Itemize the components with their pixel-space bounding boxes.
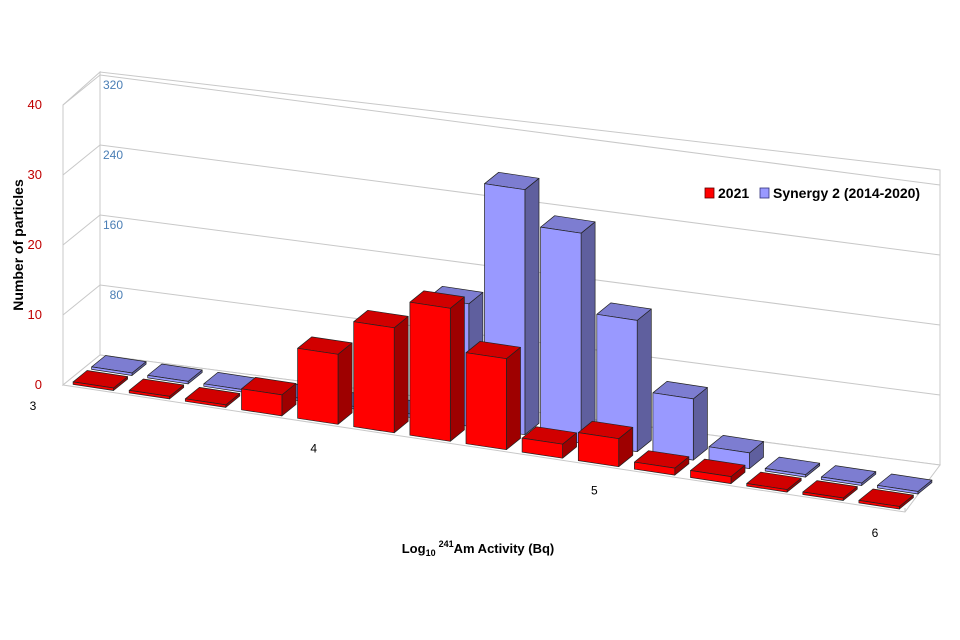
bar-2021-front	[634, 461, 676, 476]
x-axis-label-rest: Am Activity (Bq)	[454, 541, 555, 556]
bar-2021-side	[506, 346, 521, 451]
bar-2021	[241, 377, 297, 417]
x-axis-ticks: 3 4 5 6	[30, 399, 879, 540]
side-wall	[62, 70, 101, 387]
bar-2021	[858, 488, 914, 510]
left-axis-tick-label: 10	[28, 307, 42, 322]
left-axis-tick-label: 40	[28, 97, 42, 112]
bar-2021	[72, 370, 128, 391]
bar-2021	[409, 290, 465, 442]
left-axis-tick-label: 30	[28, 167, 42, 182]
bar-2021-front	[690, 470, 732, 484]
left-axis-tick-label: 0	[35, 377, 42, 392]
back-axis-ticks: 80 160 240 320	[103, 78, 123, 302]
bar-synergy2	[820, 465, 877, 486]
bar-synergy2-side	[524, 177, 540, 436]
bar-2021	[353, 309, 409, 434]
bar-2021-front	[577, 432, 620, 468]
bar-synergy2	[596, 302, 652, 453]
bar-synergy2	[540, 215, 596, 444]
bar-synergy2	[877, 473, 933, 495]
bar-synergy2-side	[636, 308, 652, 453]
x-axis-label-sub: 10	[426, 548, 436, 558]
bar-2021	[746, 471, 802, 493]
legend-swatch-synergy2	[759, 187, 770, 199]
bar-2021	[802, 480, 858, 501]
bar-2021	[634, 450, 690, 476]
bar-2021	[184, 387, 241, 408]
bar-synergy2-side	[692, 387, 708, 461]
bar-2021-front	[746, 483, 788, 493]
bar-synergy2-front	[540, 226, 582, 444]
back-axis-tick-label: 240	[103, 148, 123, 162]
bars-2021	[72, 290, 914, 510]
bar-2021	[521, 426, 577, 459]
back-axis-tick-label: 80	[110, 288, 124, 302]
x-axis-label: Log10241Am Activity (Bq)	[402, 539, 555, 558]
x-axis-tick-label: 5	[591, 484, 598, 498]
back-axis-tick-label: 160	[103, 218, 123, 232]
bar-2021-front	[353, 321, 395, 434]
bar-2021-front	[409, 301, 451, 442]
bar-2021-front	[802, 491, 844, 501]
bar-synergy2-front	[652, 392, 694, 461]
bar-2021-front	[72, 381, 114, 391]
bar-2021-side	[337, 342, 353, 425]
legend-label-synergy2: Synergy 2 (2014-2020)	[773, 185, 920, 201]
bar-2021-front	[297, 347, 339, 425]
x-axis-tick-label: 6	[872, 526, 879, 540]
bar-synergy2	[91, 355, 147, 376]
bar-synergy2	[652, 381, 708, 461]
bar-2021-front	[521, 437, 563, 459]
bar-2021-front	[128, 390, 170, 400]
bar-2021-front	[858, 500, 900, 510]
bar-2021-side	[393, 316, 409, 434]
gridline-side	[62, 284, 101, 316]
back-axis-tick-label: 320	[103, 78, 123, 92]
bar-2021	[128, 378, 185, 400]
bar-2021-front	[241, 388, 283, 417]
x-axis-tick-label: 4	[310, 441, 317, 455]
bar-synergy2-front	[877, 485, 919, 495]
gridline-side	[62, 74, 101, 106]
legend-label-2021: 2021	[718, 185, 749, 201]
x-axis-tick-label: 3	[30, 399, 37, 413]
bar-2021-front	[465, 352, 507, 451]
bar-synergy2-side	[580, 221, 596, 444]
bar-synergy2-front	[91, 366, 133, 376]
bar-2021	[465, 340, 521, 451]
left-axis-tick-label: 20	[28, 237, 42, 252]
legend-swatch-2021	[704, 187, 715, 199]
gridline-back	[99, 74, 941, 186]
x-axis-label-sup: 241	[439, 539, 454, 549]
legend: 2021 Synergy 2 (2014-2020)	[704, 185, 920, 201]
gridline-side	[62, 144, 101, 176]
bar-synergy2	[147, 363, 203, 385]
y-axis-label: Number of particles	[10, 179, 26, 311]
bar-2021	[690, 458, 746, 484]
bar-2021-front	[184, 398, 227, 408]
left-axis-ticks: 0 10 20 30 40	[28, 97, 42, 392]
gridline-side	[62, 214, 101, 246]
bar-2021	[297, 336, 353, 425]
bar-2021-side	[449, 296, 465, 442]
x-axis-label-prefix: Log	[402, 541, 426, 556]
bar-synergy2-front	[820, 476, 863, 486]
bar-synergy2-front	[764, 468, 806, 478]
bar-synergy2	[764, 456, 821, 478]
bar-2021	[577, 420, 634, 468]
bar-synergy2-front	[147, 375, 189, 385]
